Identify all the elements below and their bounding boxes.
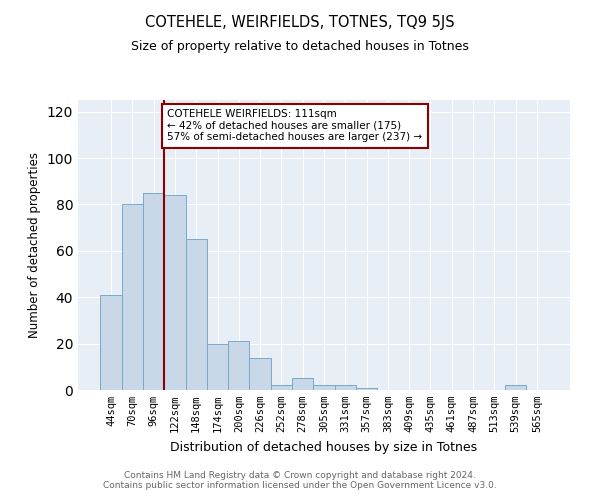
Bar [143,193,164,390]
Bar [271,386,292,390]
Bar [335,386,356,390]
Bar [228,342,250,390]
Bar [185,239,207,390]
Bar [356,388,377,390]
Bar [250,358,271,390]
Text: Size of property relative to detached houses in Totnes: Size of property relative to detached ho… [131,40,469,53]
Bar [313,386,335,390]
Bar [292,378,313,390]
Text: Contains HM Land Registry data © Crown copyright and database right 2024.
Contai: Contains HM Land Registry data © Crown c… [103,470,497,490]
Bar [122,204,143,390]
Bar [100,295,122,390]
Bar [207,344,228,390]
Y-axis label: Number of detached properties: Number of detached properties [28,152,41,338]
X-axis label: Distribution of detached houses by size in Totnes: Distribution of detached houses by size … [170,440,478,454]
Bar [505,386,526,390]
Text: COTEHELE, WEIRFIELDS, TOTNES, TQ9 5JS: COTEHELE, WEIRFIELDS, TOTNES, TQ9 5JS [145,15,455,30]
Text: COTEHELE WEIRFIELDS: 111sqm
← 42% of detached houses are smaller (175)
57% of se: COTEHELE WEIRFIELDS: 111sqm ← 42% of det… [167,110,422,142]
Bar [164,195,185,390]
